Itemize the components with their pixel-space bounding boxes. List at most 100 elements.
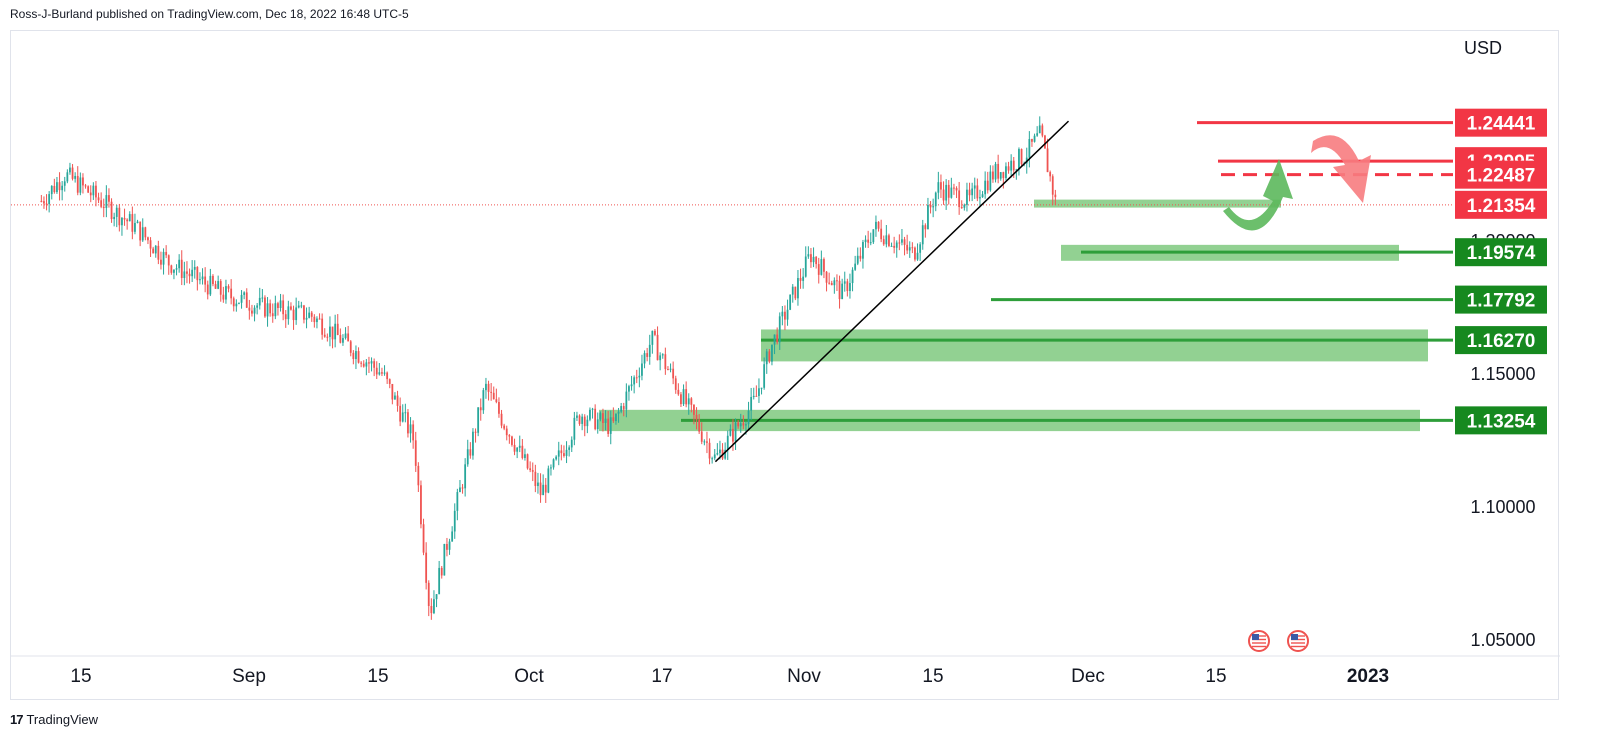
candle-body bbox=[591, 408, 594, 410]
candle-body bbox=[742, 423, 745, 426]
support-zones bbox=[599, 199, 1428, 432]
candle-body bbox=[992, 171, 994, 180]
candle-body bbox=[812, 256, 815, 263]
candle-body bbox=[815, 256, 818, 265]
candle-body bbox=[940, 182, 942, 190]
candle-body bbox=[820, 259, 823, 275]
candle-body bbox=[745, 424, 747, 426]
candle-body bbox=[66, 172, 69, 182]
candle-body bbox=[711, 458, 714, 460]
candle-body bbox=[1020, 149, 1023, 165]
candle-body bbox=[550, 467, 552, 469]
candle-body bbox=[323, 334, 326, 337]
candle-body bbox=[487, 383, 490, 392]
candle-body bbox=[810, 254, 812, 263]
candle-body bbox=[188, 273, 191, 277]
price-label-text: 1.17792 bbox=[1467, 291, 1536, 312]
candle-body bbox=[677, 389, 680, 395]
candle-body bbox=[500, 413, 503, 426]
x-tick-label: Nov bbox=[787, 666, 821, 687]
candle-body bbox=[615, 413, 617, 422]
candle-body bbox=[687, 398, 690, 405]
candle-body bbox=[300, 305, 303, 307]
candle-body bbox=[1005, 166, 1007, 179]
candle-body bbox=[128, 214, 131, 222]
candle-body bbox=[895, 242, 898, 248]
tradingview-footer[interactable]: 17 TradingView bbox=[10, 712, 98, 727]
price-label-text: 1.19574 bbox=[1467, 243, 1536, 264]
candle-body bbox=[321, 318, 324, 335]
price-labels: 1.244411.229951.224871.213541.195741.177… bbox=[1455, 108, 1547, 435]
x-tick-label: Sep bbox=[232, 666, 266, 687]
candle-body bbox=[69, 167, 71, 173]
candle-body bbox=[316, 318, 318, 323]
candle-body bbox=[162, 251, 165, 265]
candle-body bbox=[898, 242, 901, 244]
candle-body bbox=[833, 280, 836, 286]
candle-body bbox=[875, 221, 877, 230]
level-lines bbox=[11, 121, 1453, 422]
x-tick-label: 17 bbox=[651, 666, 672, 687]
candle-body bbox=[958, 190, 961, 208]
price-chart[interactable]: 1.050001.100001.150001.20000USD15Sep15Oc… bbox=[11, 31, 1560, 701]
candle-body bbox=[747, 410, 750, 425]
chart-frame[interactable]: 1.050001.100001.150001.20000USD15Sep15Oc… bbox=[10, 30, 1560, 701]
candle-body bbox=[578, 415, 581, 424]
candle-body bbox=[175, 268, 178, 270]
candle-body bbox=[342, 338, 344, 343]
candle-body bbox=[253, 307, 256, 314]
candle-body bbox=[295, 307, 298, 321]
candle-body bbox=[1036, 133, 1039, 136]
candle-body bbox=[942, 189, 945, 201]
candle-body bbox=[217, 281, 220, 289]
event-flags bbox=[1248, 630, 1309, 652]
candle-body bbox=[797, 278, 799, 299]
candle-body bbox=[664, 354, 667, 370]
candle-body bbox=[581, 416, 584, 424]
trendline bbox=[714, 120, 1070, 463]
x-tick-label: 15 bbox=[367, 666, 388, 687]
candle-body bbox=[313, 316, 316, 323]
candle-body bbox=[513, 444, 516, 452]
candle-body bbox=[71, 167, 74, 179]
candle-body bbox=[560, 450, 563, 454]
candle-body bbox=[890, 245, 893, 247]
candle-body bbox=[625, 391, 628, 410]
candle-body bbox=[794, 286, 797, 299]
candle-body bbox=[186, 271, 188, 274]
candle-body bbox=[373, 361, 376, 368]
x-tick-label: 15 bbox=[70, 666, 91, 687]
candle-body bbox=[877, 221, 880, 229]
candle-body bbox=[287, 306, 290, 320]
candle-body bbox=[165, 251, 168, 256]
candle-body bbox=[401, 412, 404, 422]
candle-body bbox=[638, 375, 641, 378]
candle-body bbox=[79, 177, 82, 193]
candle-body bbox=[48, 194, 51, 205]
candle-body bbox=[846, 281, 849, 292]
candle-body bbox=[430, 605, 433, 614]
candle-body bbox=[690, 398, 693, 405]
price-label-box bbox=[1455, 285, 1547, 314]
candle-body bbox=[830, 283, 833, 286]
candle-body bbox=[669, 368, 672, 370]
publisher-caption: Ross-J-Burland published on TradingView.… bbox=[10, 7, 409, 21]
candle-body bbox=[435, 594, 438, 600]
candle-body bbox=[997, 163, 1000, 179]
y-tick-label: 1.10000 bbox=[1470, 497, 1535, 517]
candle-body bbox=[219, 281, 222, 295]
candle-body bbox=[732, 428, 734, 442]
candle-body bbox=[479, 407, 482, 411]
candle-body bbox=[329, 326, 331, 337]
candle-body bbox=[555, 456, 558, 460]
candle-body bbox=[771, 344, 773, 362]
candle-body bbox=[92, 185, 95, 196]
candle-body bbox=[414, 440, 417, 466]
candle-body bbox=[641, 363, 643, 376]
candle-body bbox=[121, 217, 123, 226]
candle-body bbox=[461, 487, 464, 489]
price-label-box bbox=[1455, 326, 1547, 355]
candle-body bbox=[929, 204, 932, 208]
candle-body bbox=[199, 279, 201, 281]
candle-body bbox=[633, 377, 636, 385]
